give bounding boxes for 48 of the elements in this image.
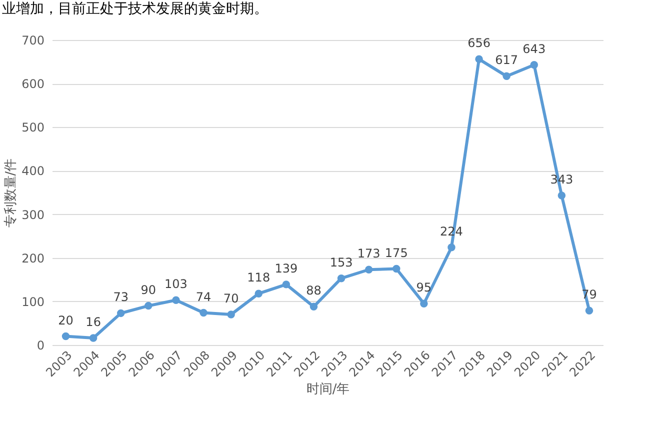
point [62, 332, 70, 340]
point [337, 274, 346, 282]
point [585, 306, 594, 314]
data-label: 643 [522, 42, 546, 56]
point [448, 244, 456, 252]
data-label: 20 [58, 313, 74, 328]
data-label: 70 [223, 292, 239, 306]
data-label: 73 [113, 290, 129, 304]
point [558, 192, 566, 200]
y-tick-label: 400 [22, 164, 44, 178]
point [144, 302, 152, 310]
point [89, 334, 98, 342]
data-label: 153 [330, 255, 353, 270]
data-label: 656 [468, 36, 490, 50]
data-label: 90 [140, 282, 156, 297]
data-label: 95 [416, 280, 432, 295]
point [200, 308, 208, 317]
y-axis-title: 专利数量/件 [4, 158, 19, 228]
point [282, 280, 290, 288]
data-label: 617 [495, 53, 518, 68]
y-tick-label: 100 [22, 294, 44, 309]
data-label: 103 [164, 277, 188, 292]
text: 业增加，目前正处于技术发展的黄金时期。 [1, 0, 269, 19]
point [530, 60, 538, 69]
y-tick-label: 700 [22, 34, 44, 48]
point [364, 266, 373, 274]
point [227, 310, 235, 318]
point [475, 55, 483, 64]
y-tick-label: 200 [22, 251, 44, 266]
point [420, 300, 428, 308]
data-label: 173 [357, 246, 380, 261]
y-tick-label: 500 [22, 120, 44, 135]
data-label: 88 [306, 284, 322, 298]
point [254, 290, 262, 298]
y-tick-label: 0 [36, 338, 44, 352]
point [172, 296, 180, 304]
point [502, 72, 510, 80]
point [310, 302, 318, 311]
data-label: 139 [274, 261, 298, 276]
data-label: 16 [86, 315, 101, 330]
data-label: 175 [384, 246, 408, 260]
data-label: 118 [247, 270, 270, 285]
y-tick-label: 300 [22, 208, 44, 222]
point [392, 264, 400, 273]
data-label: 74 [196, 290, 212, 304]
y-tick-label: 600 [22, 77, 44, 92]
x-axis-title: 时间/年 [306, 382, 350, 397]
point [117, 309, 125, 318]
